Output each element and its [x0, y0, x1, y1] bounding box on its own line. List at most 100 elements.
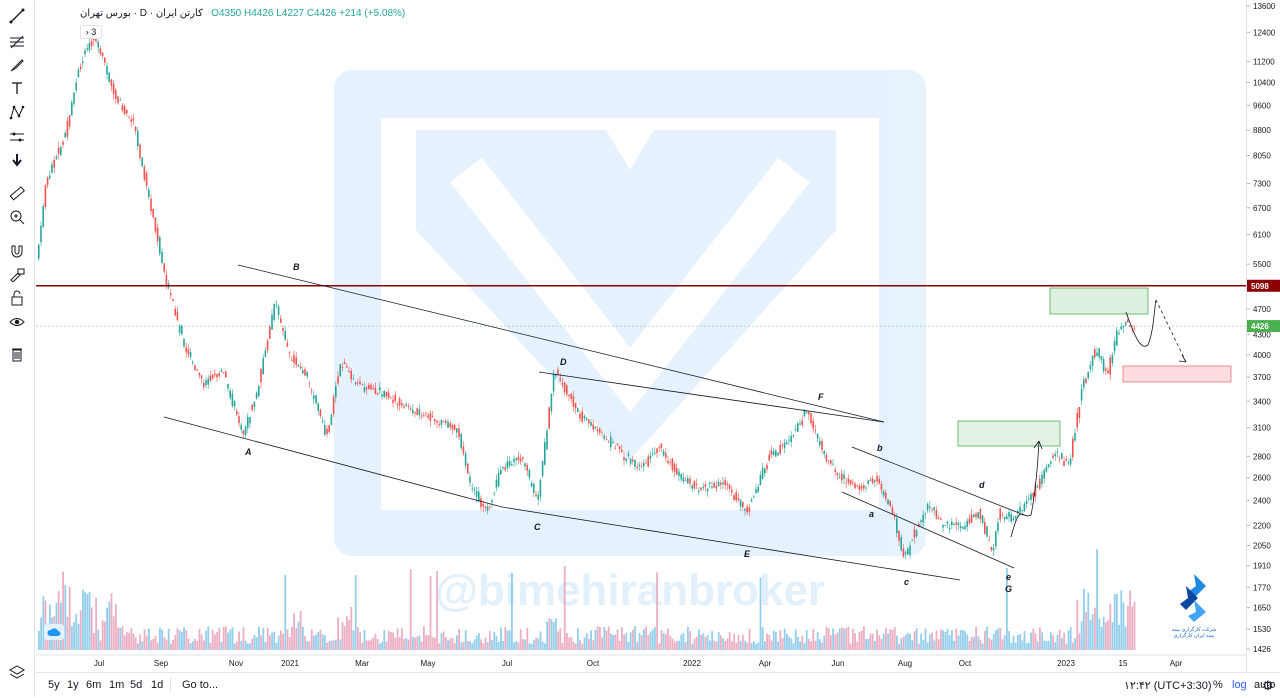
volume-bar [209, 642, 212, 650]
range-5d-button[interactable]: 5d [130, 679, 143, 691]
volume-bar [79, 610, 82, 650]
volume-bar [500, 627, 502, 650]
fib-icon[interactable] [5, 32, 29, 52]
candle-body [636, 466, 638, 469]
candle-body [922, 514, 924, 523]
volume-bar [262, 628, 265, 650]
goto-button[interactable]: Go to... [182, 679, 219, 691]
price-scale[interactable]: 13600 12400 11200 10400 9600 8800 8050 7300 6700… [1246, 0, 1280, 672]
volume-bar [438, 643, 441, 650]
candle-body [704, 484, 707, 487]
candle-body [55, 156, 58, 159]
lock-icon[interactable] [5, 288, 29, 308]
legend-collapse-button[interactable]: › 3 [80, 25, 102, 39]
candle-body [717, 481, 720, 487]
pattern-icon[interactable] [5, 102, 29, 122]
volume-bar [288, 637, 291, 650]
text-icon[interactable] [5, 78, 29, 98]
candle-body [665, 452, 667, 458]
brush-icon[interactable] [5, 55, 29, 75]
candle-body [253, 401, 256, 407]
volume-bar [341, 622, 344, 650]
range-1d-button[interactable]: 1d [151, 679, 164, 691]
time-tick-label: 15 [1119, 659, 1128, 668]
candle-body [62, 141, 64, 145]
volume-bar [724, 640, 727, 650]
volume-bar [1083, 588, 1085, 650]
volume-bar [1030, 632, 1032, 650]
volume-bar [196, 641, 199, 650]
volume-bar [280, 630, 282, 650]
cloud-icon[interactable] [44, 624, 64, 640]
candle-body [262, 358, 264, 375]
candle-body [977, 512, 979, 519]
percent-toggle[interactable]: % [1213, 679, 1223, 691]
candle-body [805, 412, 808, 413]
candle-body [526, 464, 528, 471]
drawings[interactable] [36, 264, 1246, 581]
candle-body [585, 418, 588, 420]
volume-bar [645, 626, 647, 650]
magnet-icon[interactable] [5, 241, 29, 261]
clock-timezone[interactable]: ۱۲:۴۲ (UTC+3:30) [1124, 680, 1212, 692]
auto-toggle[interactable]: auto [1254, 679, 1276, 691]
range-5y-button[interactable]: 5y [48, 679, 60, 691]
candle-body [838, 476, 841, 478]
candle-body [115, 90, 117, 99]
volume-bar [211, 629, 214, 650]
candle-body [986, 526, 988, 537]
lock-drawing-icon[interactable] [5, 264, 29, 284]
candle-body [1098, 348, 1100, 357]
candle-body [764, 468, 766, 474]
volume-bar [156, 642, 159, 650]
volume-bar [143, 629, 146, 650]
volume-bar [810, 641, 812, 650]
zoom-in-icon[interactable] [5, 207, 29, 227]
volume-bar [731, 641, 733, 650]
candle-body [414, 412, 416, 414]
range-1m-button[interactable]: 1m [109, 679, 125, 691]
eye-icon[interactable] [5, 312, 29, 332]
candle-body [658, 447, 660, 449]
volume-bar [130, 628, 133, 650]
volume-bar [174, 635, 177, 650]
trend-line-icon[interactable] [5, 6, 29, 26]
candle-body [563, 382, 566, 393]
candle-body [1010, 514, 1012, 522]
breakout-zone-box [957, 420, 1061, 447]
range-6m-button[interactable]: 6m [86, 679, 102, 691]
volume-bar [684, 641, 687, 650]
volume-bar [715, 641, 718, 650]
layers-icon[interactable] [5, 662, 29, 682]
arrow-down-icon[interactable] [5, 150, 29, 170]
settings-gear-icon[interactable]: ⚙ [1262, 678, 1274, 693]
candle-body [451, 424, 454, 430]
volume-bar [539, 631, 542, 650]
volume-bar [704, 636, 707, 650]
volume-bar [295, 627, 298, 650]
volume-bar [251, 638, 254, 650]
log-toggle[interactable]: log [1232, 679, 1247, 691]
volume-bar [1019, 634, 1021, 650]
volume-bar [711, 631, 713, 650]
candle-body [929, 506, 931, 508]
candle-body [73, 92, 75, 104]
symbol-legend[interactable]: بورس تهران · D · کارتن ایران O4350 H4426… [80, 8, 406, 19]
trash-icon[interactable] [5, 344, 29, 364]
candle-body [502, 467, 504, 469]
volume-bar [176, 628, 179, 650]
candle-body [222, 372, 225, 373]
volume-bar [607, 626, 610, 650]
range-1y-button[interactable]: 1y [67, 679, 79, 691]
volume-bar [929, 634, 931, 650]
volume-bar [636, 642, 639, 650]
ruler-icon[interactable] [5, 183, 29, 203]
wave-labels: A B C D E Fa b c d eG [244, 262, 1012, 594]
volume-bar [236, 641, 238, 650]
candle-body [247, 416, 249, 428]
price-chart[interactable]: @bimehiranbroker A B C D E Fa b c d eG Jul Sep Nov 2… [36, 0, 1246, 672]
candle-body [698, 490, 700, 492]
volume-bar [141, 641, 144, 650]
measure-ruler-icon[interactable] [5, 127, 29, 147]
